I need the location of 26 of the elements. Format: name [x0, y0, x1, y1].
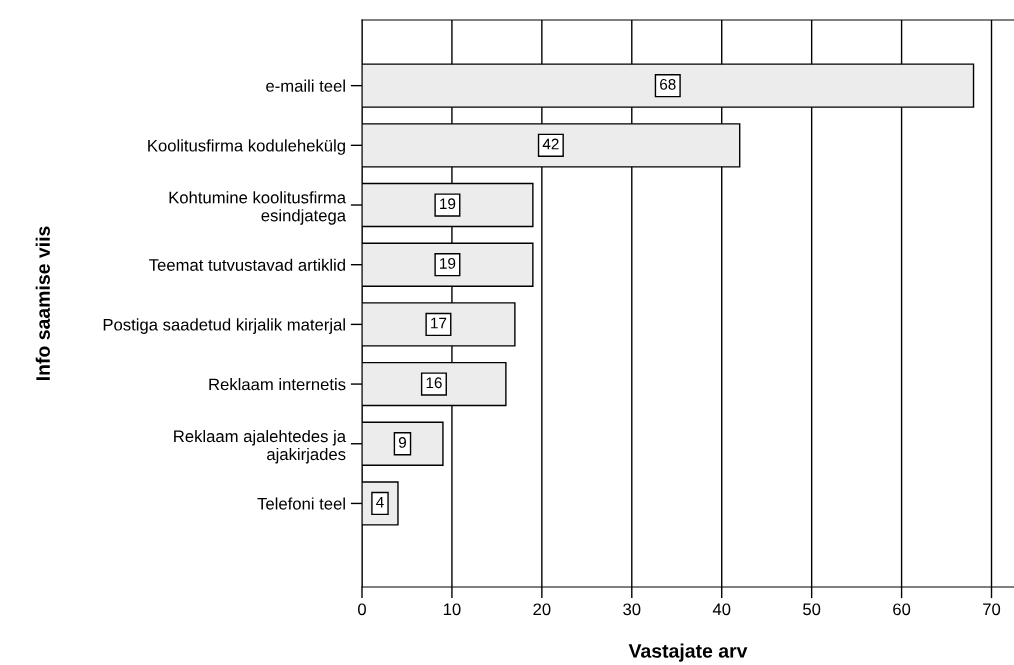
data-label: 16	[426, 377, 442, 389]
y-tick-label: Telefoni teel	[257, 497, 345, 510]
x-tick-label: 50	[803, 603, 821, 616]
data-label: 42	[542, 138, 559, 150]
data-label: 68	[660, 78, 676, 90]
y-tick-label: e-maili teel	[266, 79, 345, 92]
x-tick-label: 0	[358, 603, 366, 616]
data-label: 9	[398, 437, 406, 448]
y-tick-label: Kohtumine koolitusfirma esindjatega	[169, 191, 347, 225]
data-label: 19	[440, 198, 456, 210]
y-tick-label: Koolitusfirma kodulehekülg	[148, 139, 345, 155]
data-label: 4	[376, 496, 384, 508]
y-tick-label: Postiga saadetud kirjalik materjal	[103, 318, 345, 334]
x-tick-label: 60	[893, 603, 911, 616]
x-tick-label: 20	[533, 603, 551, 616]
y-tick-label: Reklaam internetis	[209, 378, 346, 391]
x-tick-label: 10	[443, 603, 461, 616]
x-tick-label: 40	[712, 603, 731, 616]
x-tick-label: 30	[623, 603, 641, 616]
data-label: 19	[440, 257, 456, 269]
x-axis-title: Vastajate arv	[628, 643, 748, 662]
y-axis-title: Info saamise viis	[35, 226, 50, 381]
data-label: 17	[431, 317, 447, 329]
y-tick-label: Teemat tutvustavad artiklid	[149, 258, 345, 271]
x-tick-label: 70	[983, 603, 1001, 616]
y-tick-label: Reklaam ajalehtedes ja ajakirjades	[174, 429, 347, 464]
